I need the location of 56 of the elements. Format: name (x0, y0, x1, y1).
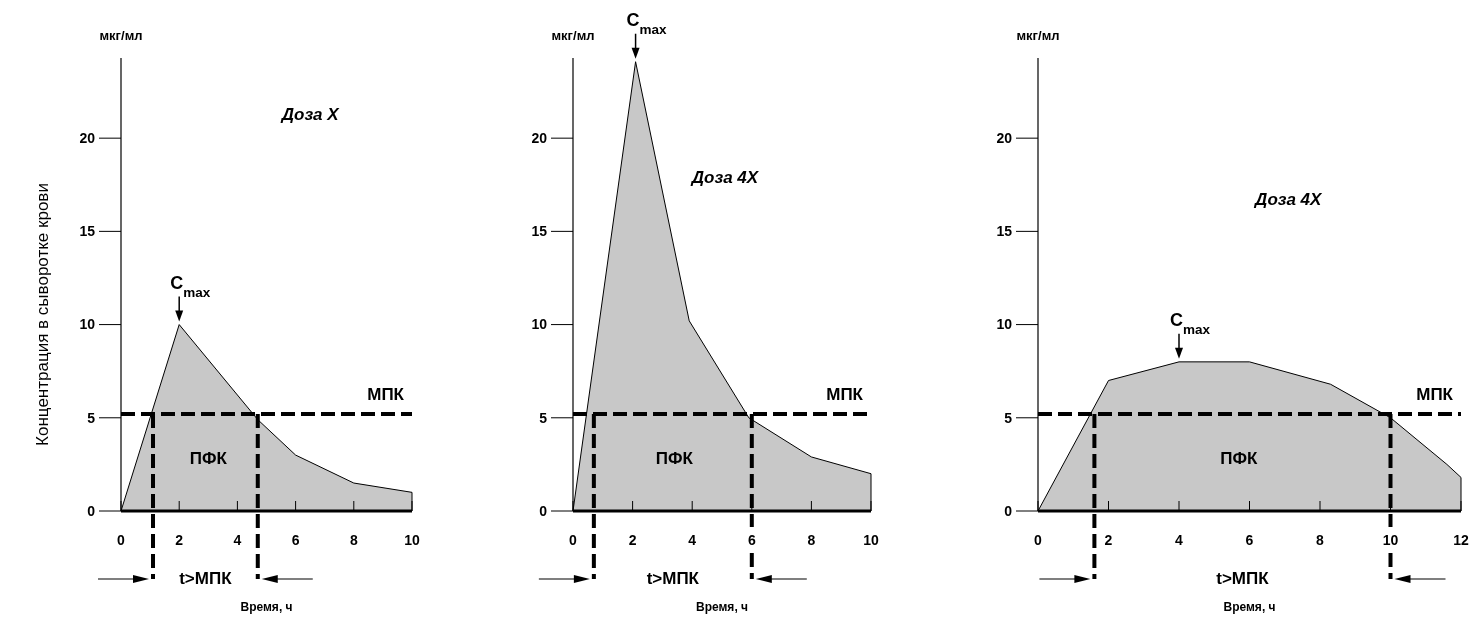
y-tick-label: 10 (996, 316, 1013, 333)
annotation: C$_{max}$ (170, 272, 211, 300)
y-tick-label: 5 (539, 409, 548, 426)
y-tick-label: 15 (996, 223, 1013, 240)
text: t>МПК (179, 569, 233, 588)
y-tick-label: 5 (87, 409, 96, 426)
ref-line-label: МПК (367, 385, 405, 405)
y-tick-label: 10 (79, 316, 96, 333)
y-axis-title: мкг/мл (1016, 28, 1060, 43)
annotation: ПФК (189, 449, 228, 469)
x-axis-title: Время, ч (240, 600, 293, 614)
x-tick-label: 10 (863, 532, 879, 548)
y-axis-title: мкг/мл (551, 28, 595, 43)
annotation: ПФК (655, 449, 694, 469)
y-tick-label: 15 (79, 223, 96, 240)
x-tick-label: 4 (688, 532, 697, 548)
x-tick-label: 8 (807, 532, 816, 548)
y-tick-label: 5 (1004, 409, 1013, 426)
x-axis-title: Время, ч (1223, 600, 1276, 614)
y-tick-label: 0 (1004, 502, 1013, 519)
annotation: Доза 4X (689, 167, 760, 187)
x-tick-label: 10 (1382, 532, 1399, 548)
x-tick-label: 10 (404, 532, 420, 548)
x-tick-label: 6 (1245, 532, 1254, 548)
x-tick-label: 4 (1175, 532, 1184, 548)
x-tick-label: 2 (628, 532, 637, 548)
text: t>МПК (646, 569, 700, 588)
x-tick-label: 0 (569, 532, 578, 548)
y-tick-label: 0 (87, 502, 96, 519)
y-axis-title: мкг/мл (99, 28, 143, 43)
y-tick-label: 0 (539, 502, 548, 519)
y-tick-label: 20 (531, 130, 548, 147)
x-tick-label: 2 (175, 532, 184, 548)
x-tick-label: 12 (1453, 532, 1469, 548)
text: Концентрация в сыворотке крови (33, 183, 52, 446)
x-axis-title: Время, ч (695, 600, 749, 614)
annotation: C$_{max}$ (626, 9, 668, 37)
annotation: Доза 4X (1253, 190, 1324, 210)
y-tick-label: 15 (531, 223, 548, 240)
x-tick-label: 0 (1034, 532, 1043, 548)
x-tick-label: 6 (291, 532, 300, 548)
annotation: ПФК (1220, 449, 1259, 469)
x-tick-label: 8 (349, 532, 358, 548)
ref-line-label: МПК (1416, 385, 1454, 405)
y-tick-label: 20 (996, 130, 1013, 147)
annotation: Доза X (279, 104, 341, 124)
annotation: C$_{max}$ (1170, 309, 1211, 337)
y-tick-label: 10 (531, 316, 548, 333)
x-tick-label: 0 (117, 532, 126, 548)
y-tick-label: 20 (79, 130, 96, 147)
x-tick-label: 2 (1104, 532, 1113, 548)
text: t>МПК (1216, 569, 1270, 588)
x-tick-label: 6 (747, 532, 756, 548)
x-tick-label: 8 (1316, 532, 1325, 548)
ref-line-label: МПК (826, 385, 864, 405)
x-tick-label: 4 (233, 532, 242, 548)
